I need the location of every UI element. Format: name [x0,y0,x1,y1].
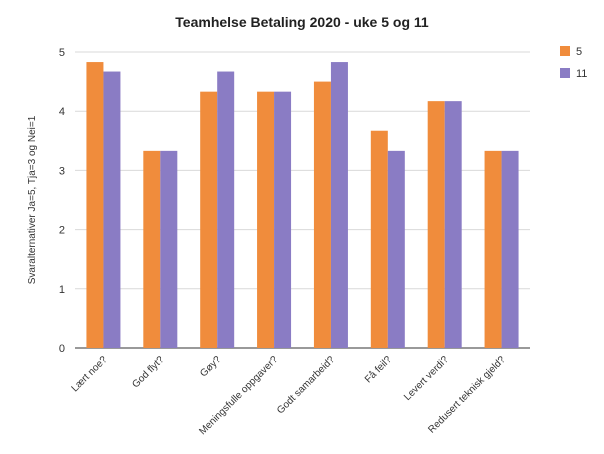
bar-series-11-8 [501,150,519,348]
y-axis-label: Svaralternativer Ja=5, Tja=3 og Nei=1 [27,115,38,284]
legend-label: 11 [576,68,587,80]
y-tick-label: 2 [59,225,65,237]
y-axis-ticks: 0 1 2 3 4 5 [59,47,65,355]
legend: 5 11 [560,46,587,80]
bar-series-5-7 [427,101,445,348]
bar-series-11-5 [330,62,348,349]
category-labels: Lært noe? God flyt? Gøy?Meningsfulle oppga… [70,353,508,437]
bar-series-11-4 [274,91,292,348]
category-label: Få feil? [362,353,394,385]
bar-series-5-3 [200,91,218,348]
y-tick-label: 0 [59,343,65,355]
category-label: Lært noe? [70,354,110,394]
bar-series-5-2 [143,150,161,348]
bar-series-5-5 [313,81,331,348]
y-tick-label: 3 [59,165,65,177]
legend-swatch-5 [560,46,570,56]
category-label: Gøy? [198,354,223,379]
category-label: Godt samarbeid? [275,354,337,416]
y-tick-label: 4 [59,106,65,118]
bar-series-11-7 [444,101,462,348]
legend-swatch-11 [560,68,570,78]
y-tick-label: 5 [59,47,65,59]
bar-series-11-3 [217,71,235,348]
bar-series-5-1 [86,62,104,349]
bar-series-11-1 [103,71,121,348]
bar-series-11-2 [160,150,178,348]
category-label: God flyt? [130,354,166,390]
bar-series-5-6 [370,130,388,348]
legend-label: 5 [576,46,582,58]
gridlines [75,51,530,349]
bar-series-5-4 [257,91,275,348]
category-label: Levert verdi? [402,354,451,403]
bar-series-5-8 [484,150,502,348]
bar-series-11-6 [387,150,405,348]
bars [86,62,519,349]
y-tick-label: 1 [59,284,65,296]
chart-title: Teamhelse Betaling 2020 - uke 5 og 11 [175,14,429,30]
